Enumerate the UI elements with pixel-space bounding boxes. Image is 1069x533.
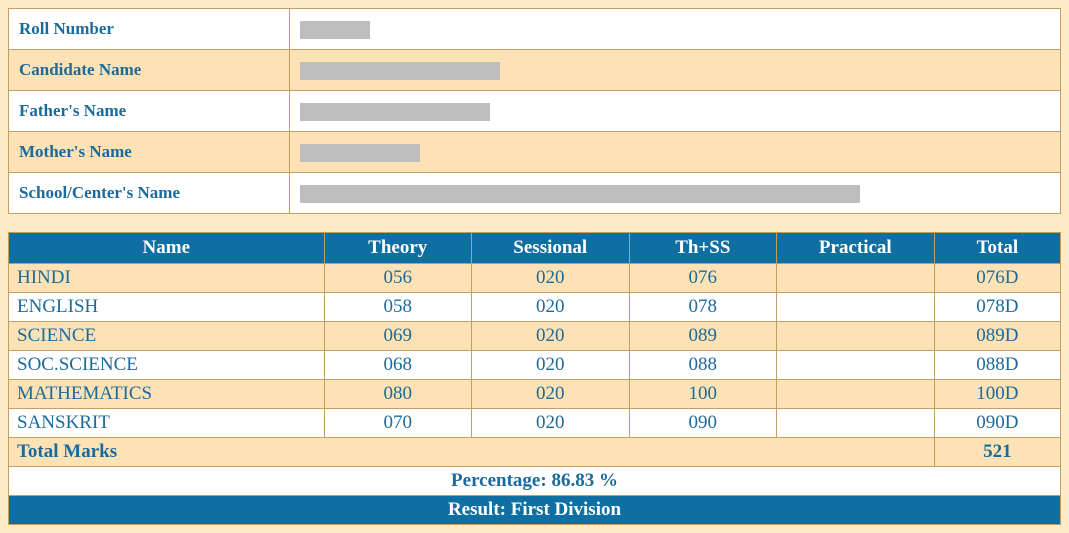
info-label: Mother's Name <box>9 132 290 173</box>
thss-cell: 088 <box>629 351 776 380</box>
subject-cell: ENGLISH <box>9 293 325 322</box>
practical-cell <box>776 351 934 380</box>
theory-cell: 056 <box>324 264 471 293</box>
practical-cell <box>776 322 934 351</box>
marks-header-cell: Theory <box>324 233 471 264</box>
thss-cell: 078 <box>629 293 776 322</box>
info-label: Roll Number <box>9 9 290 50</box>
info-label: Candidate Name <box>9 50 290 91</box>
practical-cell <box>776 293 934 322</box>
theory-cell: 080 <box>324 380 471 409</box>
info-value <box>290 9 1061 50</box>
percentage-cell: Percentage: 86.83 % <box>9 467 1061 496</box>
sessional-cell: 020 <box>471 351 629 380</box>
practical-cell <box>776 380 934 409</box>
info-row: Father's Name <box>9 91 1061 132</box>
sessional-cell: 020 <box>471 380 629 409</box>
marks-header-cell: Th+SS <box>629 233 776 264</box>
result-row: Result: First Division <box>9 496 1061 525</box>
redacted-box <box>300 185 860 203</box>
practical-cell <box>776 409 934 438</box>
result-cell: Result: First Division <box>9 496 1061 525</box>
info-value <box>290 91 1061 132</box>
marks-header-cell: Total <box>934 233 1060 264</box>
total-cell: 100D <box>934 380 1060 409</box>
info-label: Father's Name <box>9 91 290 132</box>
total-marks-label: Total Marks <box>9 438 935 467</box>
marks-row: SOC.SCIENCE068020088 088D <box>9 351 1061 380</box>
marks-table: NameTheorySessionalTh+SSPracticalTotal H… <box>8 232 1061 525</box>
info-value <box>290 50 1061 91</box>
redacted-box <box>300 62 500 80</box>
sessional-cell: 020 <box>471 409 629 438</box>
thss-cell: 076 <box>629 264 776 293</box>
redacted-box <box>300 103 490 121</box>
sessional-cell: 020 <box>471 293 629 322</box>
marks-row: ENGLISH058020078 078D <box>9 293 1061 322</box>
info-row: Roll Number <box>9 9 1061 50</box>
marks-row: HINDI056020076 076D <box>9 264 1061 293</box>
thss-cell: 090 <box>629 409 776 438</box>
marks-header-cell: Name <box>9 233 325 264</box>
marks-row: SANSKRIT070020090 090D <box>9 409 1061 438</box>
total-cell: 078D <box>934 293 1060 322</box>
info-label: School/Center's Name <box>9 173 290 214</box>
theory-cell: 068 <box>324 351 471 380</box>
total-cell: 076D <box>934 264 1060 293</box>
info-value <box>290 132 1061 173</box>
redacted-box <box>300 21 370 39</box>
thss-cell: 089 <box>629 322 776 351</box>
marks-row: SCIENCE069020089 089D <box>9 322 1061 351</box>
info-row: Mother's Name <box>9 132 1061 173</box>
info-row: Candidate Name <box>9 50 1061 91</box>
practical-cell <box>776 264 934 293</box>
marks-header-cell: Sessional <box>471 233 629 264</box>
sessional-cell: 020 <box>471 264 629 293</box>
info-row: School/Center's Name <box>9 173 1061 214</box>
percentage-row: Percentage: 86.83 % <box>9 467 1061 496</box>
subject-cell: SANSKRIT <box>9 409 325 438</box>
redacted-box <box>300 144 420 162</box>
subject-cell: MATHEMATICS <box>9 380 325 409</box>
total-marks-value: 521 <box>934 438 1060 467</box>
total-cell: 089D <box>934 322 1060 351</box>
subject-cell: SCIENCE <box>9 322 325 351</box>
sessional-cell: 020 <box>471 322 629 351</box>
thss-cell: 100 <box>629 380 776 409</box>
marks-row: MATHEMATICS080020100 100D <box>9 380 1061 409</box>
total-cell: 088D <box>934 351 1060 380</box>
total-marks-row: Total Marks521 <box>9 438 1061 467</box>
info-value <box>290 173 1061 214</box>
subject-cell: HINDI <box>9 264 325 293</box>
theory-cell: 070 <box>324 409 471 438</box>
subject-cell: SOC.SCIENCE <box>9 351 325 380</box>
total-cell: 090D <box>934 409 1060 438</box>
theory-cell: 058 <box>324 293 471 322</box>
marks-header-cell: Practical <box>776 233 934 264</box>
theory-cell: 069 <box>324 322 471 351</box>
candidate-info-table: Roll NumberCandidate NameFather's NameMo… <box>8 8 1061 214</box>
